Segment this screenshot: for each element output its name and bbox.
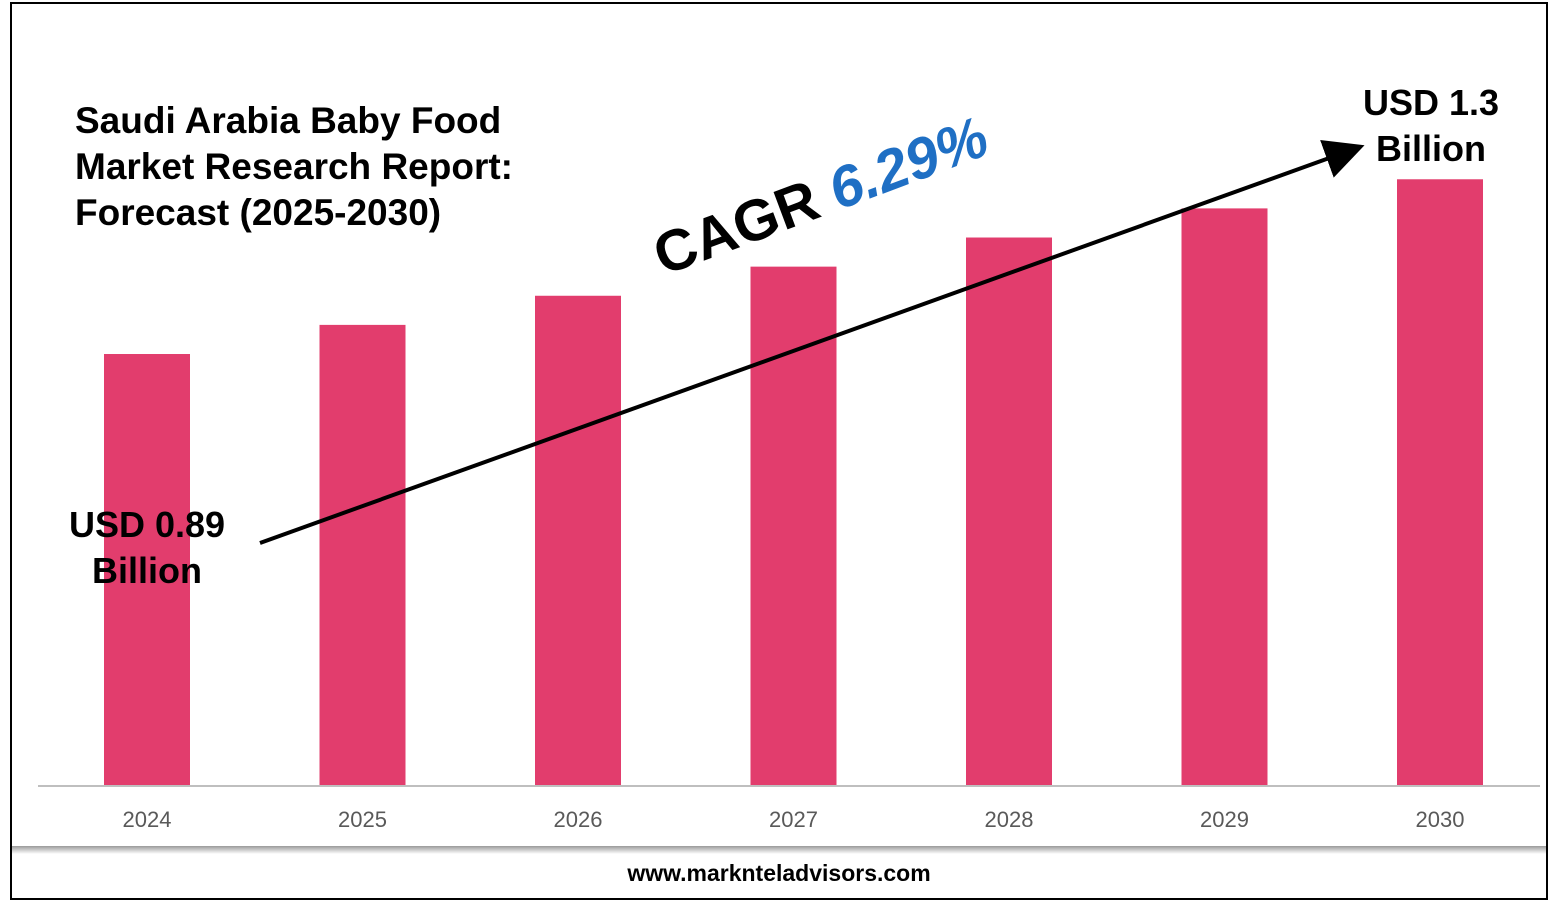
bar-2026 <box>535 295 621 786</box>
bar-2030 <box>1397 179 1483 786</box>
x-tick-label-2028: 2028 <box>985 807 1034 832</box>
end-value-amount: USD 1.3 <box>1362 82 1500 123</box>
x-tick-label-2030: 2030 <box>1416 807 1465 832</box>
x-tick-label-2027: 2027 <box>769 807 818 832</box>
chart-frame <box>10 2 1548 900</box>
x-tick-label-2024: 2024 <box>123 807 172 832</box>
chart-title: Saudi Arabia Baby Food Market Research R… <box>75 98 595 236</box>
end-value-unit: Billion <box>1376 128 1486 169</box>
x-tick-label-2026: 2026 <box>554 807 603 832</box>
start-value-label: USD 0.89 Billion <box>52 502 242 594</box>
title-line-1: Saudi Arabia Baby Food <box>75 100 502 141</box>
bar-2027 <box>750 266 837 787</box>
footer-divider <box>12 846 1546 854</box>
bar-2029 <box>1181 208 1268 786</box>
start-value-unit: Billion <box>92 550 202 591</box>
title-line-3: Forecast (2025-2030) <box>75 192 442 233</box>
bar-2028 <box>966 237 1052 786</box>
start-value-amount: USD 0.89 <box>68 504 226 545</box>
title-line-2: Market Research Report: <box>75 146 513 187</box>
end-value-label: USD 1.3 Billion <box>1336 80 1526 172</box>
x-tick-label-2025: 2025 <box>338 807 387 832</box>
x-tick-label-2029: 2029 <box>1200 807 1249 832</box>
cagr-trend-arrow <box>259 140 1365 545</box>
bar-2024 <box>104 354 190 786</box>
footer-website: www.marknteladvisors.com <box>627 860 931 886</box>
bar-2025 <box>319 324 406 786</box>
